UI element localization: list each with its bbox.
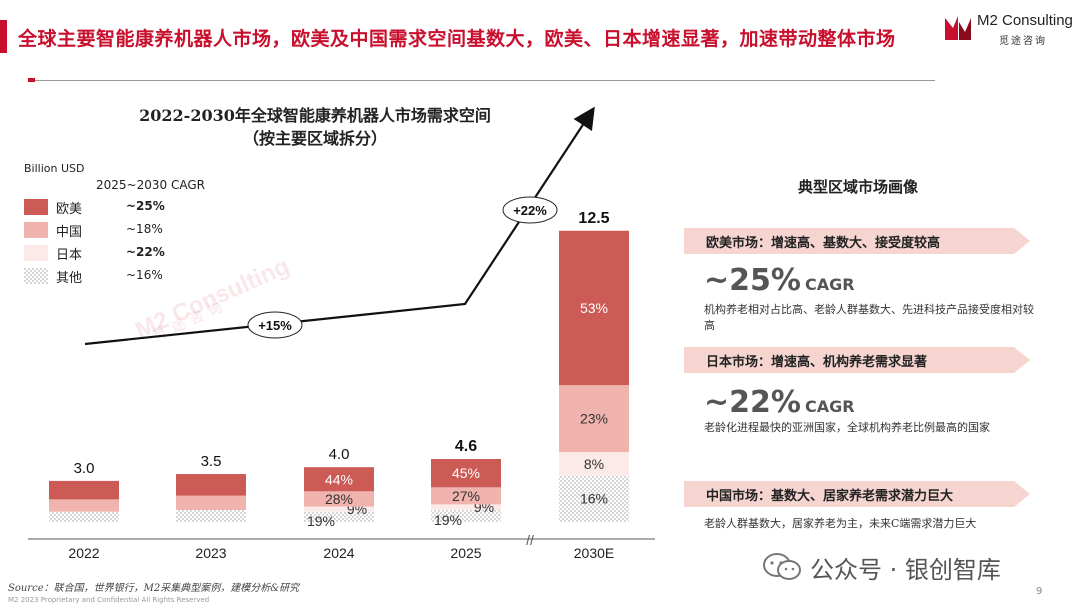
segment-label: 45% — [452, 465, 480, 481]
page-number: 9 — [1036, 586, 1043, 597]
x-tick-label: 2024 — [323, 545, 354, 561]
cagr-value: ~25% — [704, 263, 801, 298]
chart-title-line1: 2022-2030年全球智能康养机器人市场需求空间 — [139, 106, 491, 125]
bar-segment — [49, 480, 119, 500]
region-banner-na-eu: 欧美市场：增速高、基数大、接受度较高 — [684, 228, 1030, 254]
growth-callout-22: +22% — [502, 196, 558, 224]
chart-title: 2022-2030年全球智能康养机器人市场需求空间 （按主要区域拆分） — [100, 104, 530, 150]
stacked-bar-chart: 3.020223.5202319%9%28%44%4.0202419%9%27%… — [28, 106, 655, 561]
segment-label: 19% — [434, 512, 462, 528]
axis-break-mark: // — [526, 532, 534, 548]
region-banner-label: 日本市场：增速高、机构养老需求显著 — [706, 355, 928, 370]
bar-total-label: 4.6 — [455, 438, 477, 455]
legend-cagr: ~22% — [126, 245, 165, 259]
segment-label: 16% — [580, 491, 608, 507]
wechat-label: 公众号 · 银创智库 — [810, 556, 1001, 584]
logo-subtext: 觅途咨询 — [999, 36, 1047, 47]
bar-segment — [559, 475, 629, 522]
wechat-watermark: 公众号 · 银创智库 — [762, 548, 1062, 584]
bar-segment — [431, 510, 501, 522]
region-cagr-japan: ~22% CAGR — [704, 385, 855, 420]
region-profile-title: 典型区域市场画像 — [797, 178, 918, 196]
x-tick-label: 2022 — [68, 545, 99, 561]
x-tick-label: 2023 — [195, 545, 226, 561]
legend-label: 欧美 — [56, 202, 83, 217]
segment-label: 8% — [584, 456, 604, 472]
segment-label: 19% — [307, 513, 335, 529]
growth-callout-22-label: +22% — [513, 203, 547, 218]
bar-segment — [559, 452, 629, 476]
bar-segment — [431, 487, 501, 505]
region-desc-china: 老龄人群基数大，居家养老为主，未来C端需求潜力巨大 — [704, 517, 977, 530]
legend-swatch — [24, 199, 48, 215]
cagr-label: CAGR — [804, 275, 855, 294]
bar-segment — [431, 458, 501, 488]
header-accent-bar — [0, 20, 7, 53]
region-banner-label: 中国市场：基数大、居家养老需求潜力巨大 — [706, 489, 954, 504]
wechat-icon — [763, 553, 801, 580]
m2-logo-icon — [945, 16, 971, 40]
logo-text: M2 Consulting — [977, 12, 1073, 29]
segment-label: 27% — [452, 488, 480, 504]
region-banner-china-bg — [684, 481, 1030, 507]
growth-trend-arrow — [84, 106, 595, 346]
bar-segment — [176, 510, 246, 522]
region-banner-label: 欧美市场：增速高、基数大、接受度较高 — [706, 236, 941, 251]
bar-segment — [176, 495, 246, 511]
segment-label: 23% — [580, 411, 608, 427]
region-banner-japan-bg — [684, 347, 1030, 373]
bar-total-label: 4.0 — [329, 446, 350, 463]
chart-title-line2: （按主要区域拆分） — [242, 129, 387, 148]
legend-cagr: ~16% — [126, 268, 163, 282]
region-cagr-na-eu: ~25% CAGR — [704, 263, 855, 298]
segment-label: 28% — [325, 491, 353, 507]
legend-cagr: ~25% — [126, 199, 165, 213]
bar-segment — [304, 491, 374, 507]
legend-label: 中国 — [56, 225, 83, 240]
legend-label: 其他 — [56, 271, 83, 286]
bar-total-label: 3.0 — [74, 460, 95, 477]
header-divider — [35, 80, 935, 81]
legend-swatch — [24, 245, 48, 261]
region-banner-na-eu-bg — [684, 228, 1030, 254]
growth-callout-15-label: +15% — [258, 318, 292, 333]
unit-label: Billion USD — [24, 162, 85, 175]
page-title: 全球主要智能康养机器人市场，欧美及中国需求空间基数大，欧美、日本增速显著，加速带… — [18, 28, 896, 50]
region-desc-na-eu: 机构养老相对占比高、老龄人群基数大、先进科技产品接受度相对较高 — [704, 303, 1034, 332]
bar-total-label: 3.5 — [201, 453, 222, 470]
legend-swatch — [24, 268, 48, 284]
segment-label: 44% — [325, 471, 353, 487]
bar-segment — [559, 385, 629, 453]
cagr-value: ~22% — [704, 385, 801, 420]
bar-segment — [431, 504, 501, 511]
legend-label: 日本 — [56, 248, 83, 263]
bar-segment — [176, 474, 246, 496]
bar-segment — [49, 499, 119, 512]
bar-total-label: 12.5 — [578, 210, 609, 227]
bar-segment — [304, 511, 374, 522]
x-tick-label: 2030E — [574, 545, 614, 561]
x-tick-label: 2025 — [450, 545, 481, 561]
divider-accent — [28, 78, 35, 82]
source-note: Source：联合国，世界银行，M2采集典型案例，建模分析&研究 — [8, 583, 300, 594]
bar-segment — [49, 511, 119, 522]
copyright-note: M2 2023 Proprietary and Confidential All… — [8, 596, 210, 604]
bar-segment — [304, 467, 374, 492]
company-logo: M2 Consulting 觅途咨询 — [943, 12, 1075, 48]
bar-segment — [559, 230, 629, 386]
region-banner-china: 中国市场：基数大、居家养老需求潜力巨大 — [684, 481, 1030, 507]
cagr-label: CAGR — [804, 397, 855, 416]
legend-cagr: ~18% — [126, 222, 163, 236]
growth-callout-15: +15% — [247, 311, 303, 339]
segment-label: 53% — [580, 300, 608, 316]
bar-segment — [304, 506, 374, 512]
region-banner-japan: 日本市场：增速高、机构养老需求显著 — [684, 347, 1030, 373]
region-desc-japan: 老龄化进程最快的亚洲国家，全球机构养老比例最高的国家 — [704, 421, 990, 434]
legend-cagr-header: 2025~2030 CAGR — [96, 178, 205, 192]
legend-swatch — [24, 222, 48, 238]
